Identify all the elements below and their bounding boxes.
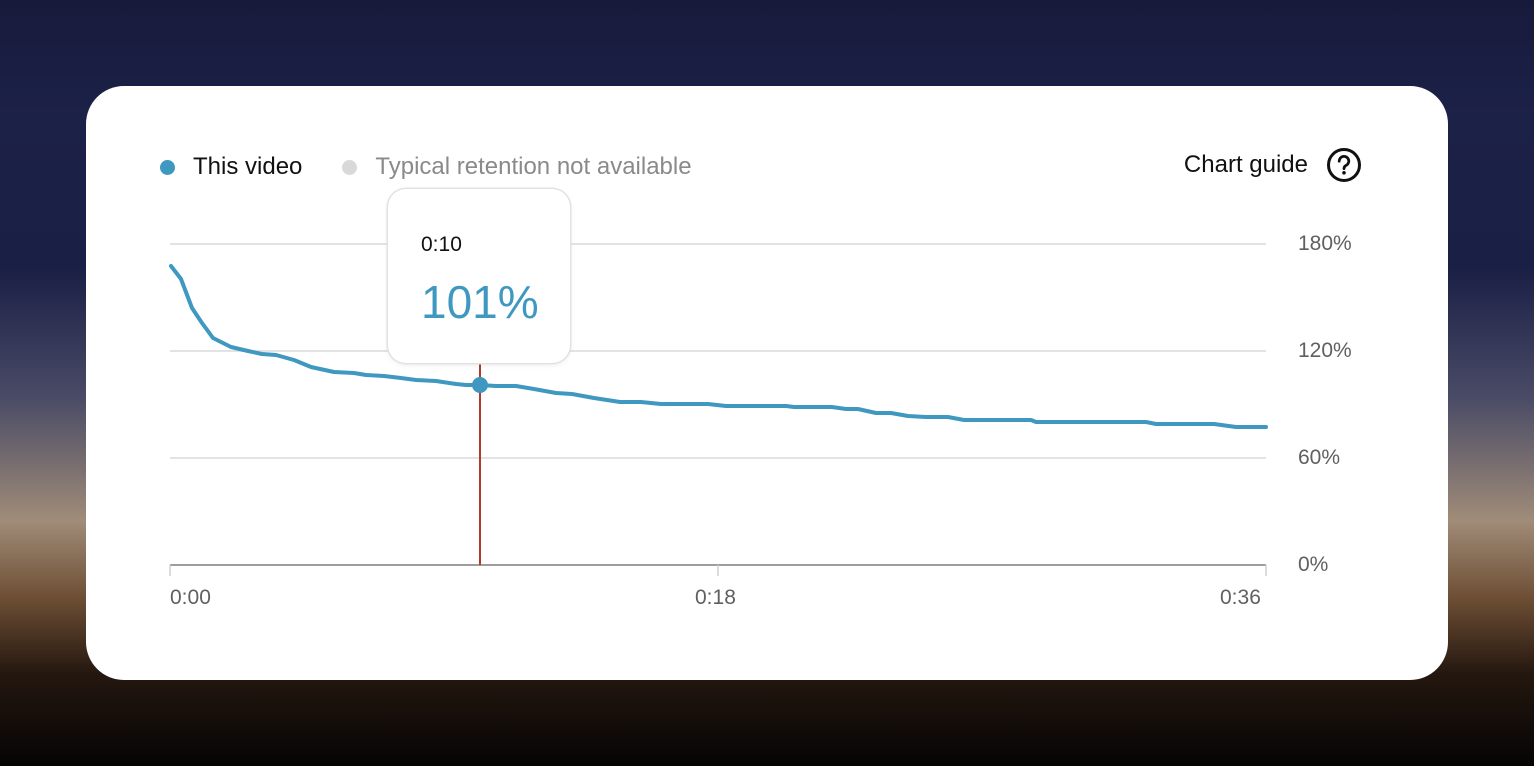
y-tick-label: 120%: [1298, 339, 1352, 362]
chart-guide-label: Chart guide: [1183, 151, 1308, 178]
y-tick-label: 180%: [1298, 232, 1352, 255]
chart-legend: This video Typical retention not availab…: [160, 152, 732, 182]
series-dot-icon: [160, 159, 175, 175]
legend-item-typical-retention: Typical retention not available: [342, 153, 692, 181]
y-tick-label: 60%: [1298, 446, 1341, 469]
legend-item-this-video[interactable]: This video: [160, 153, 302, 181]
hover-point-marker[interactable]: [472, 377, 488, 393]
chart-guide-button[interactable]: Chart guide: [1184, 147, 1362, 183]
tooltip-value: 101%: [421, 276, 539, 328]
series-dot-icon: [342, 159, 358, 175]
x-tick-label: 0:00: [170, 586, 211, 609]
retention-line-this-video[interactable]: [169, 264, 1268, 429]
tooltip-time: 0:10: [421, 233, 462, 256]
legend-label: Typical retention not available: [375, 153, 692, 180]
audience-retention-card: This video Typical retention not availab…: [86, 86, 1448, 680]
hover-tooltip: 0:10 101%: [388, 189, 570, 363]
retention-chart[interactable]: [86, 86, 1448, 680]
y-tick-label: 0%: [1298, 553, 1329, 576]
x-tick-label: 0:18: [695, 586, 736, 609]
help-circle-icon[interactable]: [1326, 147, 1362, 183]
x-tick-label: 0:36: [1220, 586, 1261, 609]
legend-label: This video: [193, 153, 303, 180]
